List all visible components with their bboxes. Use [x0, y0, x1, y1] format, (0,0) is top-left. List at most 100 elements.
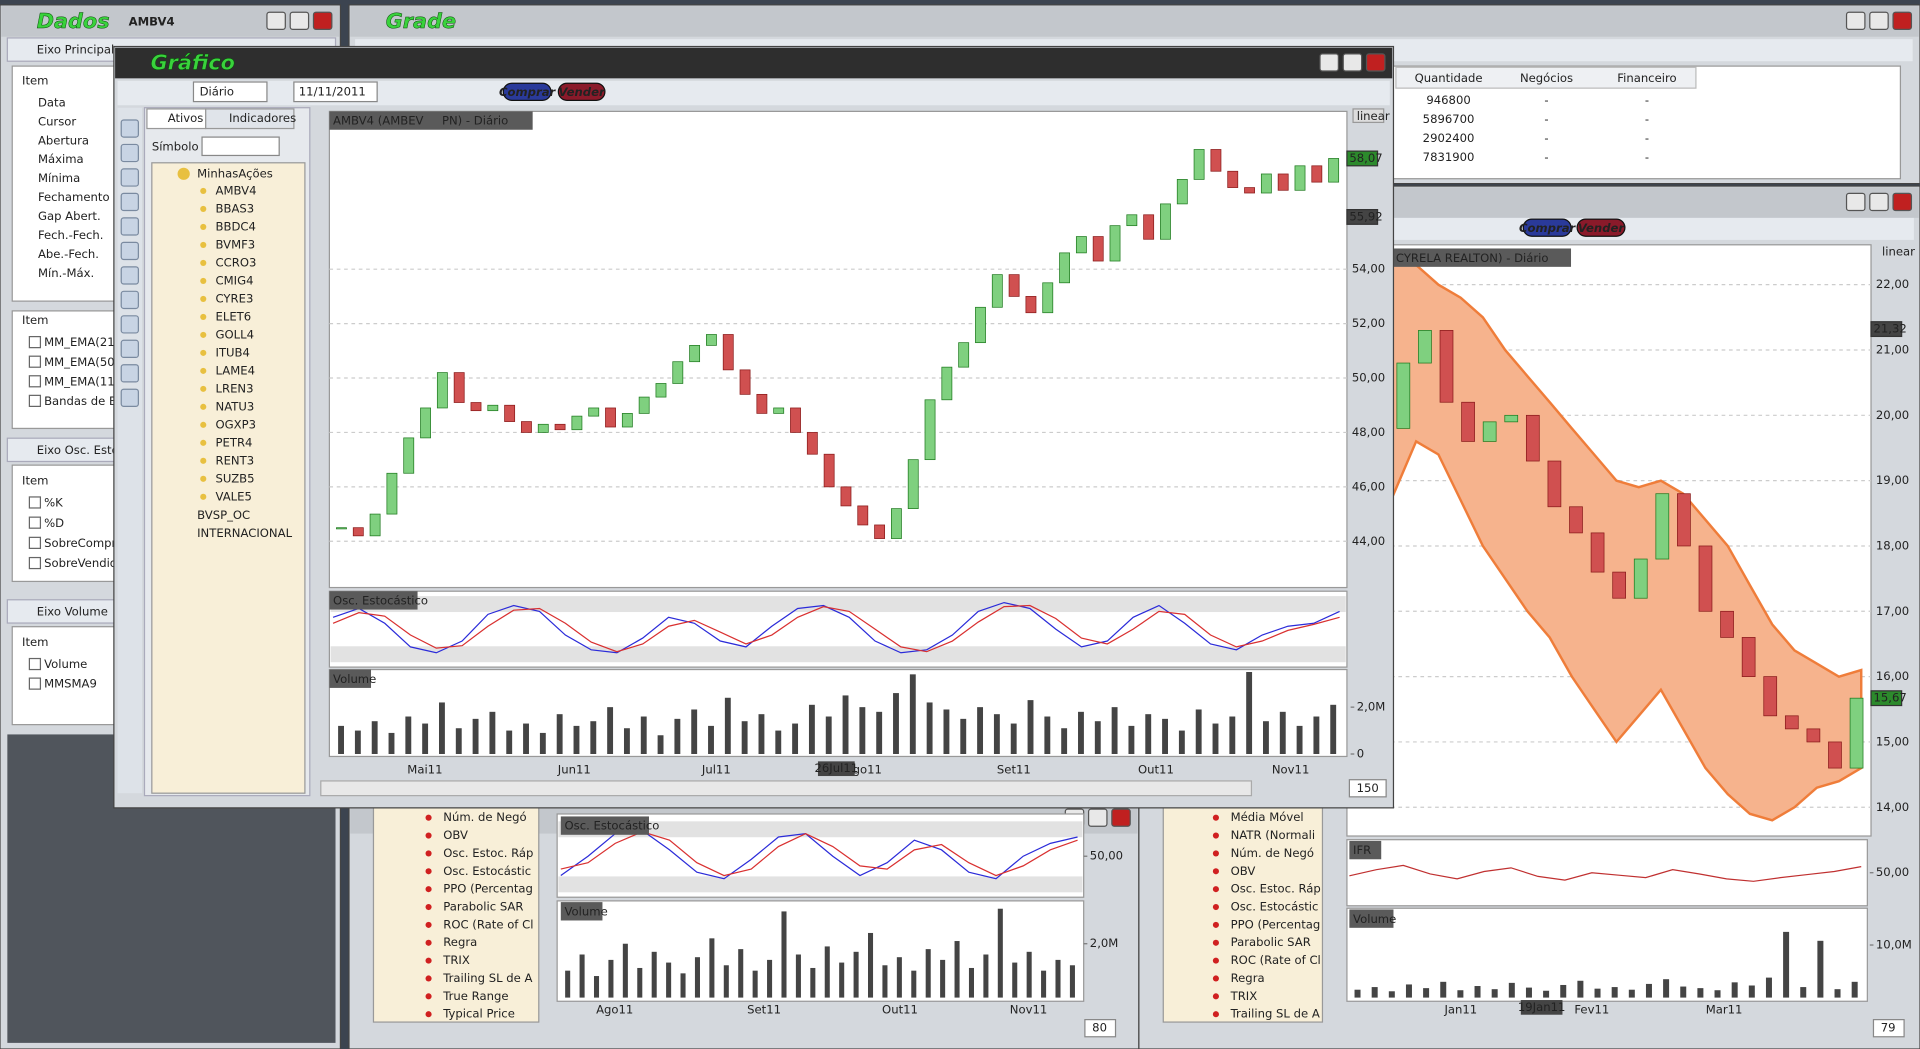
x-tick-label: Fev11 [1574, 1002, 1609, 1016]
indicator-name: Volume [44, 657, 87, 671]
bullet [1212, 903, 1219, 911]
asset-name: ITUB4 [216, 345, 250, 359]
volume-bar [752, 970, 758, 998]
bullet [425, 903, 432, 911]
asset-name: LAME4 [216, 363, 255, 377]
volume-bar [1371, 987, 1378, 998]
volume-bar [997, 908, 1003, 998]
field-name: Abe.-Fech. [38, 247, 99, 261]
candle-body [756, 393, 768, 414]
volume-bar [388, 732, 395, 755]
asset-name: AMBV4 [216, 183, 257, 197]
scale-label: linear [1357, 109, 1390, 123]
candle-body [403, 437, 415, 474]
price-badge [1346, 150, 1379, 167]
asset-name: SUZB5 [216, 471, 255, 485]
bullet [425, 868, 432, 875]
table-cell: 5896700 [1423, 112, 1475, 126]
overbought-zone [558, 821, 1083, 838]
panel-label-box [560, 816, 649, 835]
volume-bar [983, 954, 989, 998]
volume-bar [977, 707, 984, 755]
candle-body [1763, 676, 1778, 717]
tab-label: Eixo Osc. Estoc [37, 443, 125, 457]
volume-bar [867, 932, 874, 998]
field-name: Mínima [38, 171, 80, 185]
y-tick-label: 20,00 [1876, 408, 1909, 422]
scale-label: linear [1882, 245, 1915, 259]
candle-body [386, 472, 398, 515]
window-button [1869, 11, 1889, 30]
candle-body [1059, 252, 1070, 284]
volume-bar [960, 718, 967, 755]
y-tick-label: 14,00 [1876, 800, 1909, 814]
window-button [266, 11, 286, 30]
checkbox [28, 536, 42, 549]
bullet [200, 331, 207, 338]
volume-bar [876, 711, 883, 755]
volume-bar [1128, 725, 1135, 755]
volume-bar [1162, 718, 1168, 755]
window-button [1319, 53, 1339, 72]
indicator-name: OBV [443, 828, 468, 842]
window-title: Gráfico [151, 51, 235, 75]
volume-bar [608, 959, 614, 998]
plot-area [556, 900, 1085, 1002]
y-tick-label: 46,00 [1352, 479, 1385, 493]
volume-bar [1645, 983, 1652, 998]
candle-body [1482, 421, 1497, 442]
volume-bar [623, 728, 630, 755]
volume-bar [925, 949, 931, 998]
indicator-name: %D [44, 516, 64, 530]
indicator-name: ROC (Rate of Cl [1231, 953, 1321, 967]
panel-label-box [1392, 248, 1572, 267]
series-line [1349, 864, 1862, 882]
price-badge-label: 58,07 [1349, 151, 1382, 165]
price-badge-label: 55,92 [1349, 209, 1382, 223]
x-tick-label: Ago11 [596, 1002, 633, 1016]
bullet [425, 1011, 432, 1018]
volume-bar [640, 716, 647, 755]
candle-body [1806, 728, 1821, 743]
candle-body [1784, 715, 1799, 730]
volume-bar [1061, 728, 1068, 755]
x-tick-label: Nov11 [1272, 762, 1309, 776]
indicator-name: Parabolic SAR [1231, 935, 1311, 949]
candle-body [1418, 330, 1432, 364]
button [1522, 218, 1572, 237]
checkbox [28, 496, 42, 509]
volume-bar [993, 714, 1000, 755]
asset-name: LREN3 [216, 381, 254, 395]
indicator-name: Núm. de Negó [443, 810, 526, 824]
window-button [1087, 808, 1108, 827]
y-tick-label: 54,00 [1352, 262, 1385, 276]
period-select [192, 81, 268, 103]
candle-body [672, 361, 684, 384]
volume-bar [579, 954, 585, 998]
volume-bar [738, 949, 744, 998]
indicator-name: MM_EMA(50 [44, 355, 115, 369]
tool-icon [120, 315, 139, 334]
volume-bar [1078, 711, 1084, 755]
candle-body [1294, 165, 1306, 191]
volume-bar [968, 967, 974, 998]
candle-body [1828, 741, 1842, 769]
bullet [1212, 939, 1219, 946]
candle-body [655, 383, 667, 398]
bullet [1212, 814, 1219, 821]
candle-body [1008, 274, 1020, 297]
bullet [200, 223, 207, 230]
cursor-date: 26Jul11 [815, 761, 859, 775]
candle-body [806, 432, 818, 455]
volume-bar [422, 723, 429, 755]
candle-body [470, 402, 482, 412]
candle-body [588, 407, 600, 417]
indicator-name: TRIX [1230, 989, 1258, 1003]
volume-bar [1800, 987, 1807, 998]
window-button [1845, 11, 1866, 30]
tab-label: Eixo Principal [37, 43, 114, 57]
zoom-value: 150 [1357, 781, 1379, 795]
asset-name: NATU3 [216, 399, 255, 413]
bullet [200, 457, 207, 464]
series-line [332, 604, 1340, 653]
